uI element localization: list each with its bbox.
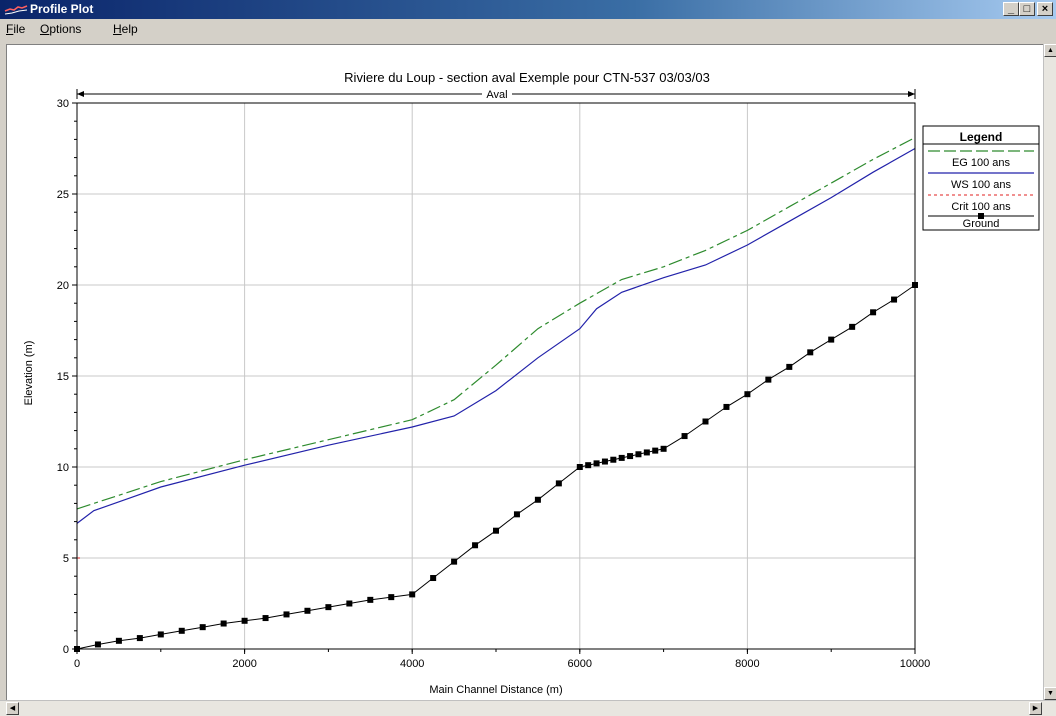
ground-point [220,620,227,627]
y-tick-label: 5 [63,553,69,565]
ground-point [136,635,143,642]
ground-point [472,542,479,549]
profile-chart: Riviere du Loup - section aval Exemple p… [23,70,1040,696]
reach-indicator: Aval [76,88,916,101]
window-title: Profile Plot [30,2,94,16]
y-tick-label: 15 [57,371,69,383]
ground-point [493,527,499,534]
chart-title: Riviere du Loup - section aval Exemple p… [344,70,710,85]
chart-series [74,137,918,652]
ground-point [618,454,625,461]
ground-point [451,558,458,565]
ground-point [828,336,835,343]
ground-point [576,464,583,470]
vertical-scrollbar[interactable]: ▲ ▼ [1043,44,1056,700]
menu-bar: File Options Help [0,19,1056,39]
chart-grid [76,102,916,650]
legend: Legend EG 100 ans WS 100 ans Crit 100 an… [922,125,1040,231]
ground-point [178,627,185,634]
x-tick-label: 2000 [232,658,256,670]
scroll-right-arrow-icon[interactable]: ▶ [1029,702,1042,715]
ground-point [652,447,659,454]
x-tick-label: 6000 [568,658,592,670]
horizontal-scrollbar[interactable]: ◀ ▶ [0,700,1056,716]
menu-options[interactable]: Options [40,22,82,36]
chart-axes: 0 2000 4000 6000 8000 10000 0 5 10 15 20 25 30 [57,98,931,670]
ground-point [849,323,856,330]
ground-point [304,607,311,614]
y-tick-label: 30 [57,98,69,110]
y-tick-label: 0 [63,644,69,656]
ground-point [681,433,688,440]
ground-point [627,453,634,460]
x-axis-label: Main Channel Distance (m) [429,684,562,696]
y-axis-label: Elevation (m) [23,341,35,406]
menu-help[interactable]: Help [113,22,138,36]
ground-point [388,594,395,601]
legend-label-crit: Crit 100 ans [951,201,1011,213]
plot-frame [76,102,916,650]
ground-point [660,445,667,452]
legend-label-eg: EG 100 ans [952,157,1011,169]
ground-point [325,604,332,611]
ground-point [593,460,600,467]
x-tick-label: 0 [74,658,80,670]
minimize-button[interactable]: _ [1003,2,1019,16]
ground-point [870,309,877,316]
y-tick-label: 20 [57,280,69,292]
ground-point [643,449,650,456]
x-tick-label: 4000 [400,658,424,670]
legend-label-ws: WS 100 ans [951,179,1011,191]
ground-point [585,462,592,469]
ground-point [283,611,290,618]
ground-point [765,376,772,383]
legend-title: Legend [960,130,1003,144]
ground-point [807,349,814,356]
ground-point [786,363,793,370]
y-tick-label: 25 [57,189,69,201]
ground-point [555,480,562,487]
ground-point [601,458,608,465]
menu-file[interactable]: File [6,22,26,36]
ground-point [430,575,437,582]
window-titlebar[interactable]: Profile Plot _ □ × [0,0,1056,19]
maximize-button[interactable]: □ [1019,2,1035,16]
ground-point [367,596,374,603]
legend-swatch-ground-marker [978,213,984,219]
ground-point [723,403,730,410]
x-tick-label: 8000 [735,658,759,670]
ground-point [610,456,617,463]
ground-point [94,641,101,648]
ground-point [115,637,122,644]
eg-line [76,137,916,510]
legend-label-ground: Ground [963,218,1000,230]
ground-point [891,296,898,303]
x-tick-label: 10000 [900,658,931,670]
ground-point [199,624,206,631]
scroll-down-arrow-icon[interactable]: ▼ [1044,687,1056,700]
ground-point [262,615,269,622]
scroll-left-arrow-icon[interactable]: ◀ [6,702,19,715]
close-button[interactable]: × [1037,2,1053,16]
ground-point [534,496,541,503]
scroll-up-arrow-icon[interactable]: ▲ [1044,44,1056,57]
ground-point [635,451,642,458]
ground-point [513,511,520,518]
ground-point [157,631,164,638]
profile-plot-app-icon [4,5,28,15]
ground-point [744,391,751,398]
ground-point [241,617,248,624]
ground-point [702,418,709,425]
ground-point [346,600,353,607]
reach-label: Aval [486,89,507,101]
ws-line [76,147,916,524]
plot-area: Riviere du Loup - section aval Exemple p… [6,44,1043,701]
ground-point [409,591,416,598]
y-tick-label: 10 [57,462,69,474]
